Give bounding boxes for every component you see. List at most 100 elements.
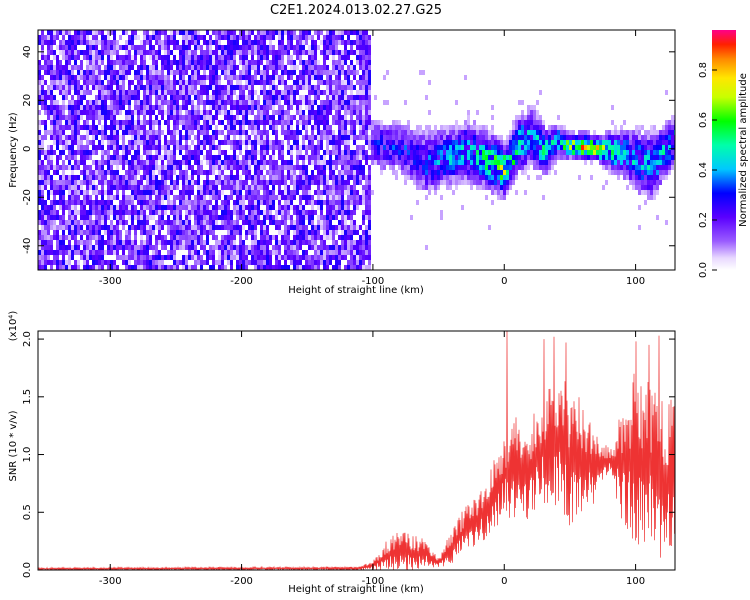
heatmap-cell <box>83 125 86 130</box>
heatmap-cell <box>281 170 284 175</box>
heatmap-cell <box>344 120 347 125</box>
heatmap-cell <box>431 150 434 155</box>
heatmap-cell <box>62 210 65 215</box>
heatmap-cell <box>452 170 455 175</box>
heatmap-cell <box>65 260 68 265</box>
heatmap-cell <box>218 50 221 55</box>
heatmap-cell <box>332 115 335 120</box>
heatmap-cell <box>44 200 47 205</box>
heatmap-cell <box>89 155 92 160</box>
heatmap-cell <box>233 200 236 205</box>
heatmap-cell <box>233 235 236 240</box>
heatmap-cell <box>263 120 266 125</box>
heatmap-cell <box>53 215 56 220</box>
heatmap-cell <box>167 220 170 225</box>
heatmap-cell <box>302 110 305 115</box>
heatmap-cell <box>236 45 239 50</box>
heatmap-cell <box>92 110 95 115</box>
heatmap-cell <box>293 60 296 65</box>
heatmap-cell <box>326 160 329 165</box>
heatmap-cell <box>302 170 305 175</box>
heatmap-cell <box>263 160 266 165</box>
heatmap-cell <box>257 55 260 60</box>
heatmap-cell <box>314 70 317 75</box>
heatmap-cell <box>281 65 284 70</box>
heatmap-cell <box>302 175 305 180</box>
heatmap-cell <box>158 50 161 55</box>
heatmap-cell <box>188 160 191 165</box>
heatmap-cell <box>314 265 317 270</box>
heatmap-cell <box>332 50 335 55</box>
heatmap-cell <box>65 55 68 60</box>
heatmap-cell <box>143 85 146 90</box>
heatmap-cell <box>68 255 71 260</box>
heatmap-cell <box>419 130 422 135</box>
heatmap-cell <box>215 145 218 150</box>
heatmap-cell <box>254 40 257 45</box>
heatmap-cell <box>38 265 41 270</box>
heatmap-cell <box>335 245 338 250</box>
heatmap-cell <box>362 175 365 180</box>
heatmap-cell <box>269 155 272 160</box>
heatmap-cell <box>335 145 338 150</box>
heatmap-cell <box>113 145 116 150</box>
heatmap-cell <box>146 95 149 100</box>
heatmap-cell <box>326 185 329 190</box>
heatmap-cell <box>56 70 59 75</box>
heatmap-cell <box>182 70 185 75</box>
heatmap-cell <box>332 140 335 145</box>
heatmap-cell <box>149 35 152 40</box>
heatmap-cell <box>245 55 248 60</box>
heatmap-cell <box>248 35 251 40</box>
heatmap-cell <box>116 215 119 220</box>
heatmap-cell <box>338 250 341 255</box>
heatmap-cell <box>344 175 347 180</box>
heatmap-cell <box>278 65 281 70</box>
heatmap-cell <box>323 245 326 250</box>
heatmap-cell <box>74 180 77 185</box>
heatmap-cell <box>275 50 278 55</box>
heatmap-cell <box>239 230 242 235</box>
heatmap-cell <box>230 255 233 260</box>
heatmap-cell <box>359 225 362 230</box>
heatmap-cell <box>320 145 323 150</box>
heatmap-cell <box>341 155 344 160</box>
heatmap-cell <box>53 40 56 45</box>
heatmap-cell <box>53 35 56 40</box>
heatmap-cell <box>197 30 200 35</box>
heatmap-cell <box>50 130 53 135</box>
heatmap-cell <box>146 230 149 235</box>
heatmap-cell <box>362 105 365 110</box>
heatmap-cell <box>101 80 104 85</box>
heatmap-cell <box>326 90 329 95</box>
heatmap-cell <box>236 255 239 260</box>
heatmap-cell <box>152 230 155 235</box>
heatmap-cell <box>86 65 89 70</box>
heatmap-cell <box>164 170 167 175</box>
heatmap-cell <box>53 210 56 215</box>
heatmap-cell <box>74 205 77 210</box>
heatmap-cell <box>110 220 113 225</box>
heatmap-cell <box>158 230 161 235</box>
heatmap-cell <box>242 40 245 45</box>
heatmap-cell <box>50 225 53 230</box>
chart-title: C2E1.2024.013.02.27.G25 <box>270 3 442 18</box>
heatmap-cell <box>50 175 53 180</box>
heatmap-cell <box>149 145 152 150</box>
heatmap-cell <box>290 125 293 130</box>
heatmap-cell <box>185 65 188 70</box>
heatmap-cell <box>86 230 89 235</box>
heatmap-cell <box>95 150 98 155</box>
heatmap-cell <box>302 240 305 245</box>
heatmap-cell <box>269 115 272 120</box>
heatmap-cell <box>206 235 209 240</box>
heatmap-cell <box>41 265 44 270</box>
heatmap-cell <box>452 125 455 130</box>
heatmap-cell <box>440 180 443 185</box>
heatmap-cell <box>110 30 113 35</box>
heatmap-cell <box>215 205 218 210</box>
heatmap-cell <box>194 210 197 215</box>
heatmap-cell <box>155 100 158 105</box>
heatmap-cell <box>44 125 47 130</box>
heatmap-cell <box>488 180 491 185</box>
